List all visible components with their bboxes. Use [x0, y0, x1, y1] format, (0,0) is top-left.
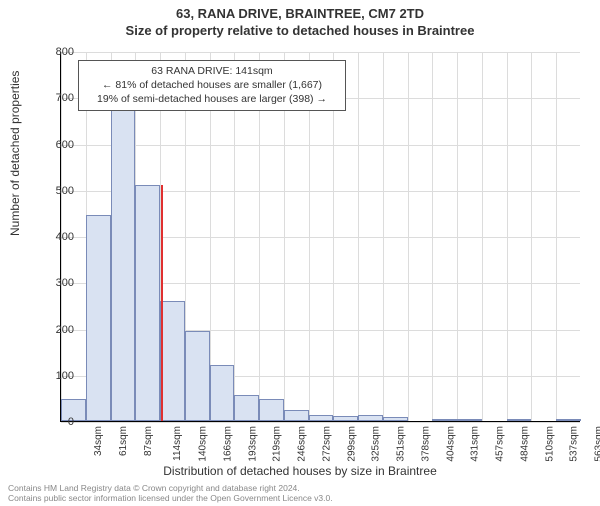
- gridline-v: [531, 52, 532, 421]
- histogram-bar: [284, 410, 309, 421]
- x-tick-label: 140sqm: [198, 426, 209, 462]
- x-tick-label: 537sqm: [569, 426, 580, 462]
- x-tick-label: 299sqm: [346, 426, 357, 462]
- histogram-bar: [383, 417, 408, 421]
- x-tick-label: 166sqm: [222, 426, 233, 462]
- legend-line-3: 19% of semi-detached houses are larger (…: [85, 92, 339, 106]
- y-tick-label: 100: [34, 370, 74, 382]
- legend-line-1: 63 RANA DRIVE: 141sqm: [85, 64, 339, 78]
- x-tick-label: 34sqm: [93, 426, 104, 456]
- x-tick-label: 272sqm: [321, 426, 332, 462]
- y-tick-label: 300: [34, 277, 74, 289]
- x-axis-label: Distribution of detached houses by size …: [0, 464, 600, 478]
- histogram-bar: [507, 419, 532, 421]
- gridline-h: [61, 52, 580, 53]
- page-title: 63, RANA DRIVE, BRAINTREE, CM7 2TD: [0, 6, 600, 21]
- legend-line-2: ← 81% of detached houses are smaller (1,…: [85, 78, 339, 92]
- x-tick-label: 378sqm: [420, 426, 431, 462]
- gridline-v: [457, 52, 458, 421]
- histogram-bar: [309, 415, 334, 421]
- histogram-bar: [135, 185, 160, 421]
- histogram-bar: [358, 415, 383, 421]
- y-tick-label: 200: [34, 324, 74, 336]
- histogram-bar: [86, 215, 111, 421]
- histogram-bar: [234, 395, 259, 421]
- x-tick-label: 114sqm: [172, 426, 183, 461]
- x-tick-label: 351sqm: [396, 426, 407, 462]
- x-tick-label: 431sqm: [470, 426, 481, 462]
- x-tick-label: 563sqm: [594, 426, 600, 462]
- x-tick-label: 404sqm: [445, 426, 456, 462]
- x-tick-label: 484sqm: [520, 426, 531, 462]
- x-tick-label: 510sqm: [544, 426, 555, 462]
- histogram-bar: [185, 331, 210, 421]
- histogram-bar: [259, 399, 284, 421]
- x-tick-label: 325sqm: [371, 426, 382, 462]
- gridline-v: [383, 52, 384, 421]
- histogram-bar: [160, 301, 185, 421]
- histogram-bar: [432, 419, 457, 421]
- page-subtitle: Size of property relative to detached ho…: [0, 23, 600, 38]
- footer-credits: Contains HM Land Registry data © Crown c…: [8, 484, 333, 504]
- x-tick-label: 457sqm: [495, 426, 506, 462]
- histogram-bar: [457, 419, 482, 421]
- x-tick-label: 219sqm: [272, 426, 283, 462]
- histogram-bar: [210, 365, 235, 421]
- histogram-bar: [111, 104, 136, 421]
- y-tick-label: 0: [34, 416, 74, 428]
- gridline-v: [482, 52, 483, 421]
- gridline-v: [556, 52, 557, 421]
- footer-line-2: Contains public sector information licen…: [8, 494, 333, 504]
- x-tick-label: 193sqm: [247, 426, 258, 462]
- gridline-h: [61, 145, 580, 146]
- x-tick-label: 246sqm: [297, 426, 308, 462]
- histogram-bar: [556, 419, 581, 421]
- y-axis-label: Number of detached properties: [8, 71, 22, 236]
- gridline-v: [507, 52, 508, 421]
- chart-legend: 63 RANA DRIVE: 141sqm ← 81% of detached …: [78, 60, 346, 111]
- gridline-v: [358, 52, 359, 421]
- y-tick-label: 700: [34, 92, 74, 104]
- gridline-v: [408, 52, 409, 421]
- y-tick-label: 600: [34, 139, 74, 151]
- property-marker-line: [161, 185, 163, 421]
- histogram-bar: [333, 416, 358, 421]
- y-tick-label: 400: [34, 231, 74, 243]
- x-tick-label: 87sqm: [143, 426, 154, 456]
- y-tick-label: 800: [34, 46, 74, 58]
- gridline-h: [61, 422, 580, 423]
- y-tick-label: 500: [34, 185, 74, 197]
- x-tick-label: 61sqm: [118, 426, 129, 456]
- chart-area: 63 RANA DRIVE: 141sqm ← 81% of detached …: [60, 52, 580, 422]
- gridline-v: [432, 52, 433, 421]
